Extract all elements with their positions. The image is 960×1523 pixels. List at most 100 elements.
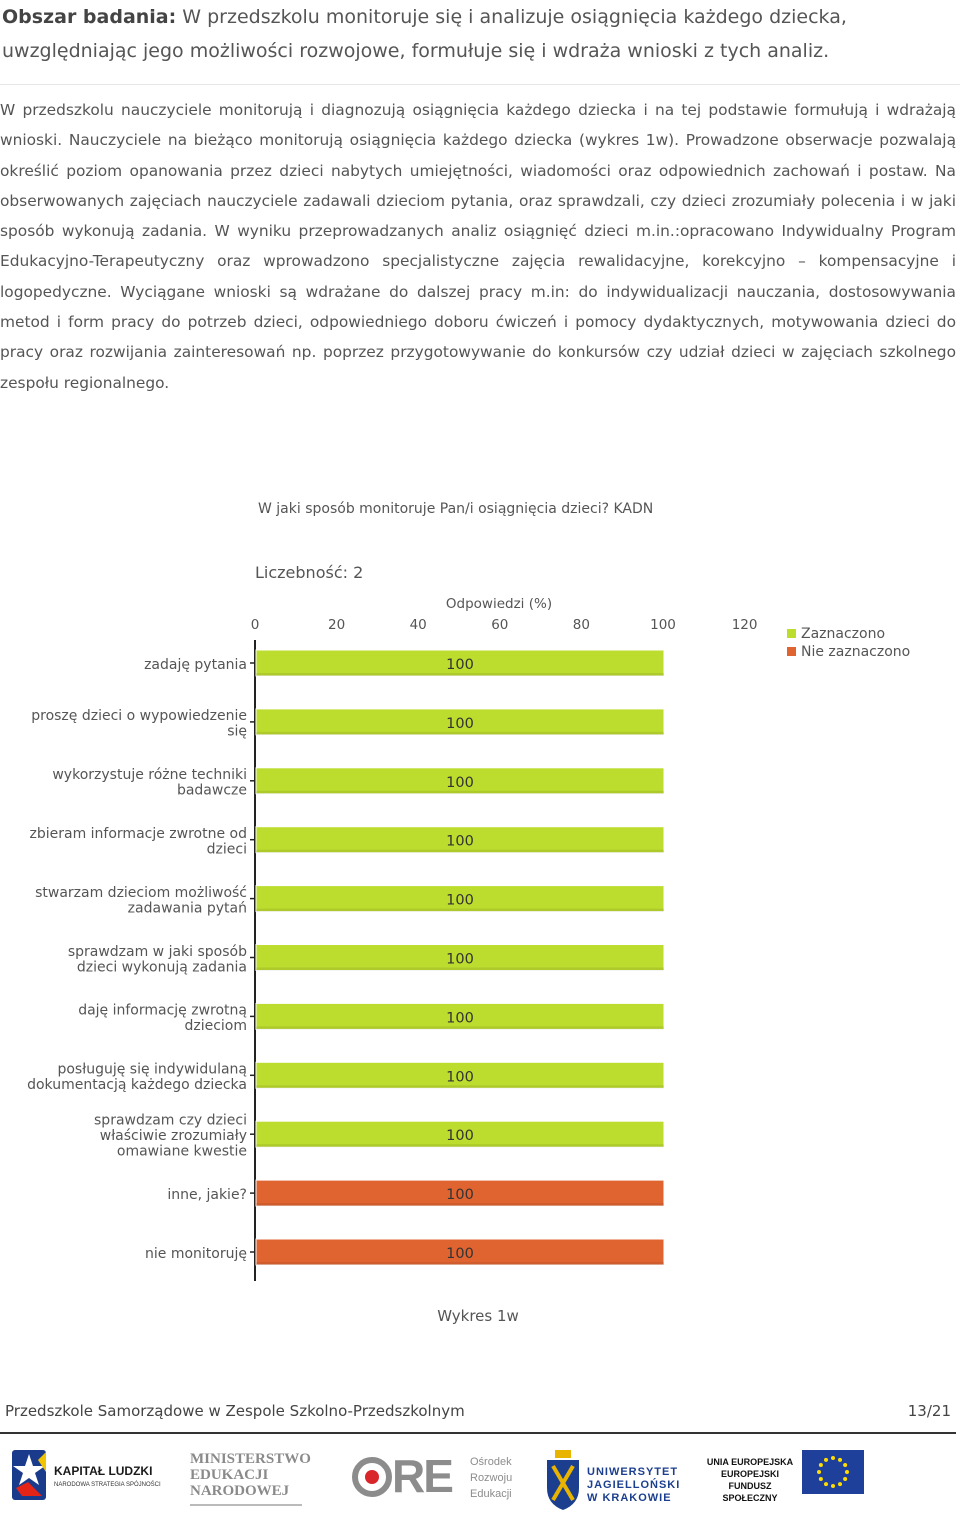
footer-divider bbox=[0, 1432, 956, 1434]
footer-page-number: 13/21 bbox=[907, 1402, 951, 1420]
category-label: dzieci wykonują zadania bbox=[77, 959, 247, 975]
x-tick-label: 80 bbox=[573, 617, 590, 633]
uj-crest-icon bbox=[547, 1450, 579, 1510]
area-heading-label: Obszar badania: bbox=[2, 6, 177, 28]
men-logo: MINISTERSTWO EDUKACJI NARODOWEJ bbox=[188, 1442, 318, 1517]
legend-swatch bbox=[787, 629, 796, 638]
bar-shadow bbox=[256, 1085, 664, 1089]
eu-star-icon bbox=[843, 1463, 848, 1467]
bar-value-label: 100 bbox=[446, 834, 474, 850]
men-line-3: NARODOWEJ bbox=[190, 1483, 290, 1499]
bar-value-label: 100 bbox=[446, 1069, 474, 1085]
bar-value-label: 100 bbox=[446, 1010, 474, 1026]
bar-value-label: 100 bbox=[446, 716, 474, 732]
eu-star-icon bbox=[824, 1482, 828, 1487]
category-label: nie monitoruję bbox=[145, 1246, 247, 1262]
bar-shadow bbox=[256, 1144, 664, 1148]
bar-value-label: 100 bbox=[446, 1187, 474, 1203]
uj-text-block: UNIWERSYTET JAGIELLOŃSKI W KRAKOWIE bbox=[587, 1466, 680, 1505]
ore-line-2: Rozwoju bbox=[470, 1472, 513, 1484]
eu-star-icon bbox=[831, 1484, 835, 1488]
eu-star-icon bbox=[824, 1457, 828, 1462]
category-label: się bbox=[227, 724, 247, 740]
eu-star-icon bbox=[838, 1482, 842, 1487]
sponsor-logos: KAPITAŁ LUDZKI NARODOWA STRATEGIA SPÓJNO… bbox=[0, 1442, 960, 1523]
x-axis-title: Odpowiedzi (%) bbox=[446, 596, 552, 612]
ore-wordmark: RE bbox=[392, 1450, 454, 1502]
ore-text-block: Ośrodek Rozwoju Edukacji bbox=[470, 1454, 512, 1502]
category-label: zbieram informacje zwrotne od bbox=[30, 826, 248, 842]
category-label: daję informację zwrotną bbox=[78, 1003, 247, 1019]
men-line-2: EDUKACJI bbox=[190, 1467, 269, 1483]
kapital-ludzki-logo: KAPITAŁ LUDZKI NARODOWA STRATEGIA SPÓJNO… bbox=[8, 1442, 168, 1517]
kapital-ludzki-emblem-icon bbox=[12, 1450, 46, 1500]
ue-text-block: UNIA EUROPEJSKA EUROPEJSKI FUNDUSZ SPOŁE… bbox=[704, 1456, 796, 1504]
legend-label: Zaznaczono bbox=[801, 626, 885, 642]
bar bbox=[255, 649, 665, 677]
category-label: dokumentacją każdego dziecka bbox=[27, 1077, 247, 1093]
heading-divider bbox=[0, 84, 960, 85]
category-label: wykorzystuje różne techniki bbox=[52, 767, 247, 783]
footer-institution: Przedszkole Samorządowe w Zespole Szkoln… bbox=[5, 1402, 465, 1420]
eu-star-icon bbox=[831, 1456, 835, 1460]
bar bbox=[255, 767, 665, 795]
category-label: właściwie zrozumiały bbox=[100, 1128, 247, 1144]
bar bbox=[255, 708, 665, 736]
eu-star-icon bbox=[838, 1457, 842, 1462]
legend-swatch bbox=[787, 647, 796, 656]
bar bbox=[255, 826, 665, 854]
bar-shadow bbox=[256, 673, 664, 676]
bar-value-label: 100 bbox=[446, 893, 474, 909]
category-label: dzieci bbox=[207, 841, 247, 857]
category-label: badawcze bbox=[177, 783, 247, 799]
ue-line-3: FUNDUSZ SPOŁECZNY bbox=[722, 1481, 778, 1503]
category-label: sprawdzam czy dzieci bbox=[94, 1113, 247, 1129]
category-label: omawiane kwestie bbox=[117, 1144, 247, 1160]
uj-logo: UNIWERSYTET JAGIELLOŃSKI W KRAKOWIE bbox=[545, 1442, 685, 1517]
bar-value-label: 100 bbox=[446, 775, 474, 791]
category-label: sprawdzam w jaki sposób bbox=[68, 944, 247, 960]
x-tick-label: 100 bbox=[650, 617, 676, 633]
bar bbox=[255, 1061, 665, 1089]
eu-star-icon bbox=[845, 1470, 849, 1474]
category-label: posługuję się indywidulaną bbox=[57, 1062, 247, 1078]
category-label: inne, jakie? bbox=[167, 1187, 247, 1203]
category-label: zadaję pytania bbox=[144, 657, 247, 673]
ue-line-1: UNIA EUROPEJSKA bbox=[706, 1457, 794, 1467]
bar-shadow bbox=[256, 790, 664, 794]
men-underline bbox=[190, 1504, 302, 1506]
bar bbox=[255, 1179, 665, 1207]
bar-value-label: 100 bbox=[446, 1128, 474, 1144]
bar bbox=[255, 1120, 665, 1148]
category-label: stwarzam dzieciom możliwość bbox=[35, 885, 247, 901]
ore-logo: RE Ośrodek Rozwoju Edukacji bbox=[350, 1442, 530, 1517]
area-heading: Obszar badania: W przedszkolu monitoruje… bbox=[2, 0, 952, 68]
area-heading-text: W przedszkolu monitoruje się i analizuje… bbox=[2, 6, 847, 62]
men-line-1: MINISTERSTWO bbox=[190, 1451, 311, 1467]
ue-efs-logo: UNIA EUROPEJSKA EUROPEJSKI FUNDUSZ SPOŁE… bbox=[704, 1442, 874, 1517]
bar-shadow bbox=[256, 1203, 664, 1207]
monitoring-bar-chart: W jaki sposób monitoruje Pan/i osiągnięc… bbox=[27, 501, 910, 1281]
ue-line-2: EUROPEJSKI bbox=[720, 1469, 780, 1479]
legend-label: Nie zaznaczono bbox=[801, 644, 910, 660]
body-paragraph: W przedszkolu nauczyciele monitorują i d… bbox=[0, 101, 956, 392]
uj-line-2: JAGIELLOŃSKI bbox=[587, 1479, 681, 1491]
bar-shadow bbox=[256, 967, 664, 971]
chart-count-label: Liczebność: 2 bbox=[255, 563, 363, 582]
bar-shadow bbox=[256, 908, 664, 912]
ore-line-3: Edukacji bbox=[470, 1488, 512, 1500]
x-tick-label: 0 bbox=[251, 617, 260, 633]
bar-shadow bbox=[256, 1026, 664, 1030]
eu-star-icon bbox=[818, 1463, 823, 1467]
category-label: dzieciom bbox=[184, 1018, 247, 1034]
x-tick-label: 40 bbox=[410, 617, 427, 633]
bar-value-label: 100 bbox=[446, 657, 474, 673]
eu-star-icon bbox=[818, 1477, 823, 1481]
eu-flag-icon bbox=[802, 1450, 864, 1494]
bar bbox=[255, 1238, 665, 1266]
bar bbox=[255, 885, 665, 913]
x-tick-label: 120 bbox=[732, 617, 758, 633]
uj-line-3: W KRAKOWIE bbox=[587, 1492, 672, 1504]
x-tick-label: 60 bbox=[491, 617, 508, 633]
chart-caption: Wykres 1w bbox=[437, 1307, 519, 1325]
